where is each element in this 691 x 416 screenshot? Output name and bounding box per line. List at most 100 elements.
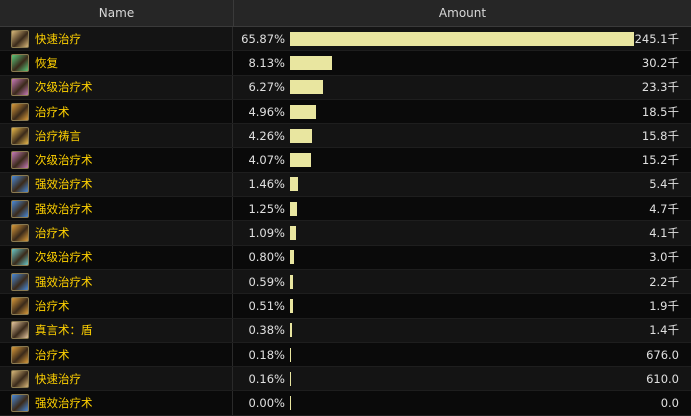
bar-track <box>290 55 634 70</box>
spell-name: 治疗术 <box>35 347 70 362</box>
lesser-heal-icon <box>11 151 29 170</box>
table-row[interactable]: 次级治疗术 4.07% 15.2千 <box>0 148 691 173</box>
flash-heal-icon <box>11 29 29 48</box>
table-body: 快速治疗 65.87% 245.1千恢复 8.13% 30.2千次级治疗术 6.27% 23… <box>0 27 691 416</box>
amount-value: 4.1千 <box>649 226 679 241</box>
amount-bar <box>290 274 293 289</box>
amount-value: 23.3千 <box>641 80 679 95</box>
amount-value: 30.2千 <box>641 55 679 70</box>
spell-name-cell: 次级治疗术 <box>0 148 233 172</box>
percent-value: 4.96% <box>248 104 285 119</box>
amount-bar <box>290 31 634 46</box>
amount-value: 676.0 <box>646 347 679 362</box>
lesser-heal-icon <box>11 78 29 97</box>
name-column-header[interactable]: Name <box>0 0 234 26</box>
amount-bar <box>290 396 291 411</box>
percent-value: 4.26% <box>248 128 285 143</box>
table-row[interactable]: 治疗祷言 4.26% 15.8千 <box>0 124 691 149</box>
amount-bar <box>290 226 296 241</box>
table-row[interactable]: 治疗术 1.09% 4.1千 <box>0 221 691 246</box>
table-row[interactable]: 快速治疗 65.87% 245.1千 <box>0 27 691 52</box>
spell-name-cell: 快速治疗 <box>0 27 233 51</box>
bar-track <box>290 31 634 46</box>
spell-name: 强效治疗术 <box>35 177 93 192</box>
amount-bar <box>290 298 293 313</box>
table-row[interactable]: 治疗术 0.51% 1.9千 <box>0 294 691 319</box>
greater-heal-icon <box>11 175 29 194</box>
amount-bar <box>290 177 298 192</box>
percent-value: 1.46% <box>248 177 285 192</box>
percent-value: 8.13% <box>248 55 285 70</box>
amount-bar <box>290 250 294 265</box>
spell-name-cell: 次级治疗术 <box>0 75 233 99</box>
amount-bar <box>290 153 311 168</box>
table-row[interactable]: 次级治疗术 6.27% 23.3千 <box>0 75 691 100</box>
bar-track <box>290 128 634 143</box>
spell-name-cell: 治疗术 <box>0 99 233 124</box>
bar-track <box>290 226 634 241</box>
table-row[interactable]: 次级治疗术 0.80% 3.0千 <box>0 245 691 270</box>
spell-name-cell: 次级治疗术 <box>0 245 233 269</box>
spell-name: 次级治疗术 <box>35 153 93 168</box>
table-row[interactable]: 真言术：盾 0.38% 1.4千 <box>0 318 691 343</box>
amount-value: 3.0千 <box>649 250 679 265</box>
lesser-heal-icon <box>11 248 29 267</box>
flash-heal-icon <box>11 369 29 388</box>
percent-value: 1.09% <box>248 226 285 241</box>
spell-name-cell: 治疗祷言 <box>0 124 233 148</box>
amount-bar <box>290 347 291 362</box>
bar-track <box>290 177 634 192</box>
percent-value: 4.07% <box>248 153 285 168</box>
spell-name: 治疗术 <box>35 298 70 313</box>
spell-name-cell: 强效治疗术 <box>0 172 233 197</box>
bar-track <box>290 371 634 386</box>
amount-bar <box>290 128 312 143</box>
amount-value: 1.4千 <box>649 323 679 338</box>
amount-value: 4.7千 <box>649 201 679 216</box>
bar-track <box>290 347 634 362</box>
spell-name-cell: 快速治疗 <box>0 367 233 391</box>
table-row[interactable]: 强效治疗术 0.59% 2.2千 <box>0 269 691 295</box>
spell-name: 快速治疗 <box>35 371 81 386</box>
spell-name: 次级治疗术 <box>35 80 93 95</box>
percent-value: 0.51% <box>248 298 285 313</box>
amount-bar <box>290 80 323 95</box>
amount-value: 1.9千 <box>649 298 679 313</box>
spell-name: 次级治疗术 <box>35 250 93 265</box>
percent-value: 0.00% <box>248 396 285 411</box>
table-row[interactable]: 强效治疗术 1.46% 5.4千 <box>0 172 691 198</box>
table-row[interactable]: 治疗术 0.18% 676.0 <box>0 342 691 368</box>
spell-name-cell: 真言术：盾 <box>0 318 233 342</box>
bar-track <box>290 80 634 95</box>
spell-name: 治疗术 <box>35 104 70 119</box>
spell-name: 治疗祷言 <box>35 128 81 143</box>
percent-value: 0.38% <box>248 323 285 338</box>
amount-bar <box>290 201 297 216</box>
table-row[interactable]: 恢复 8.13% 30.2千 <box>0 51 691 76</box>
bar-track <box>290 201 634 216</box>
heal-icon <box>11 102 29 121</box>
spell-name-cell: 治疗术 <box>0 221 233 245</box>
amount-value: 2.2千 <box>649 274 679 289</box>
bar-track <box>290 250 634 265</box>
spell-name-cell: 治疗术 <box>0 342 233 367</box>
table-row[interactable]: 治疗术 4.96% 18.5千 <box>0 99 691 125</box>
spell-name: 恢复 <box>35 55 58 70</box>
spell-name-cell: 强效治疗术 <box>0 391 233 415</box>
heal-icon <box>11 345 29 364</box>
percent-value: 0.18% <box>248 347 285 362</box>
greater-heal-icon <box>11 394 29 413</box>
heal-icon <box>11 224 29 243</box>
amount-column-header[interactable]: Amount <box>438 6 487 20</box>
renew-icon <box>11 53 29 72</box>
percent-value: 0.59% <box>248 274 285 289</box>
amount-value: 5.4千 <box>649 177 679 192</box>
percent-value: 1.25% <box>248 201 285 216</box>
percent-value: 0.80% <box>248 250 285 265</box>
table-row[interactable]: 强效治疗术 1.25% 4.7千 <box>0 197 691 222</box>
table-row[interactable]: 快速治疗 0.16% 610.0 <box>0 367 691 392</box>
table-row[interactable]: 强效治疗术 0.00% 0.0 <box>0 391 691 416</box>
bar-track <box>290 104 634 119</box>
amount-value: 610.0 <box>646 371 679 386</box>
